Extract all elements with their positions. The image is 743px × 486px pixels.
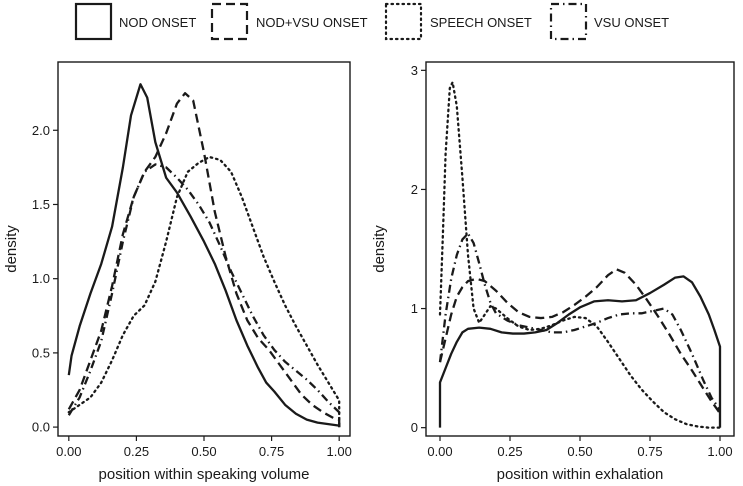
- x-tick-label: 0.00: [427, 444, 452, 459]
- x-tick-label: 0.75: [259, 444, 284, 459]
- panel-speaking-volume: 0.00 0.25 0.50 0.75 1.00 0.0 0.5 1.0 1.5 2.0 posit…: [3, 61, 352, 483]
- x-tick-label: 0.25: [124, 444, 149, 459]
- y-tick-label: 1: [411, 301, 418, 316]
- legend-label-vsu-onset: VSU ONSET: [594, 15, 669, 30]
- y-tick-label: 2.0: [32, 123, 50, 138]
- x-tick-label: 0.50: [567, 444, 592, 459]
- series-line-speech-onset: [438, 81, 722, 429]
- y-axis-title: density: [371, 225, 388, 273]
- y-axis-title: density: [3, 225, 20, 273]
- plot-frame: [425, 61, 735, 437]
- legend-key-vsu-onset: [549, 2, 588, 41]
- legend: NOD ONSET NOD+VSU ONSET SPEECH ONSET VSU…: [74, 2, 669, 41]
- y-tick-label: 0: [411, 420, 418, 435]
- series-line-nod-onset: [67, 83, 341, 428]
- y-tick-label: 1.5: [32, 197, 50, 212]
- x-axis-title: position within exhalation: [497, 466, 664, 483]
- legend-label-speech-onset: SPEECH ONSET: [430, 15, 532, 30]
- panel-exhalation: 0.00 0.25 0.50 0.75 1.00 0 1 2 3 position within …: [371, 61, 735, 483]
- legend-key-speech-onset: [384, 2, 423, 41]
- y-tick-label: 3: [411, 63, 418, 78]
- legend-key-nod-vsu-onset: [210, 2, 249, 41]
- x-tick-label: 0.25: [497, 444, 522, 459]
- series-line-nod-vsu-onset: [67, 92, 341, 428]
- series-line-vsu-onset: [438, 232, 721, 411]
- legend-key-nod-onset: [74, 2, 113, 41]
- legend-label-nod-vsu-onset: NOD+VSU ONSET: [256, 15, 368, 30]
- y-tick-label: 0.5: [32, 345, 50, 360]
- y-tick-label: 1.0: [32, 271, 50, 286]
- series-line-speech-onset: [67, 155, 341, 429]
- series-line-vsu-onset: [67, 163, 341, 428]
- x-tick-label: 1.00: [327, 444, 352, 459]
- y-tick-label: 0.0: [32, 420, 50, 435]
- x-tick-label: 0.75: [637, 444, 662, 459]
- series-line-nod-vsu-onset: [438, 268, 721, 415]
- series-line-nod-onset: [438, 275, 722, 428]
- legend-label-nod-onset: NOD ONSET: [119, 15, 196, 30]
- x-axis-title: position within speaking volume: [99, 466, 310, 483]
- x-tick-label: 1.00: [707, 444, 732, 459]
- x-tick-label: 0.50: [191, 444, 216, 459]
- y-tick-label: 2: [411, 182, 418, 197]
- x-tick-label: 0.00: [56, 444, 81, 459]
